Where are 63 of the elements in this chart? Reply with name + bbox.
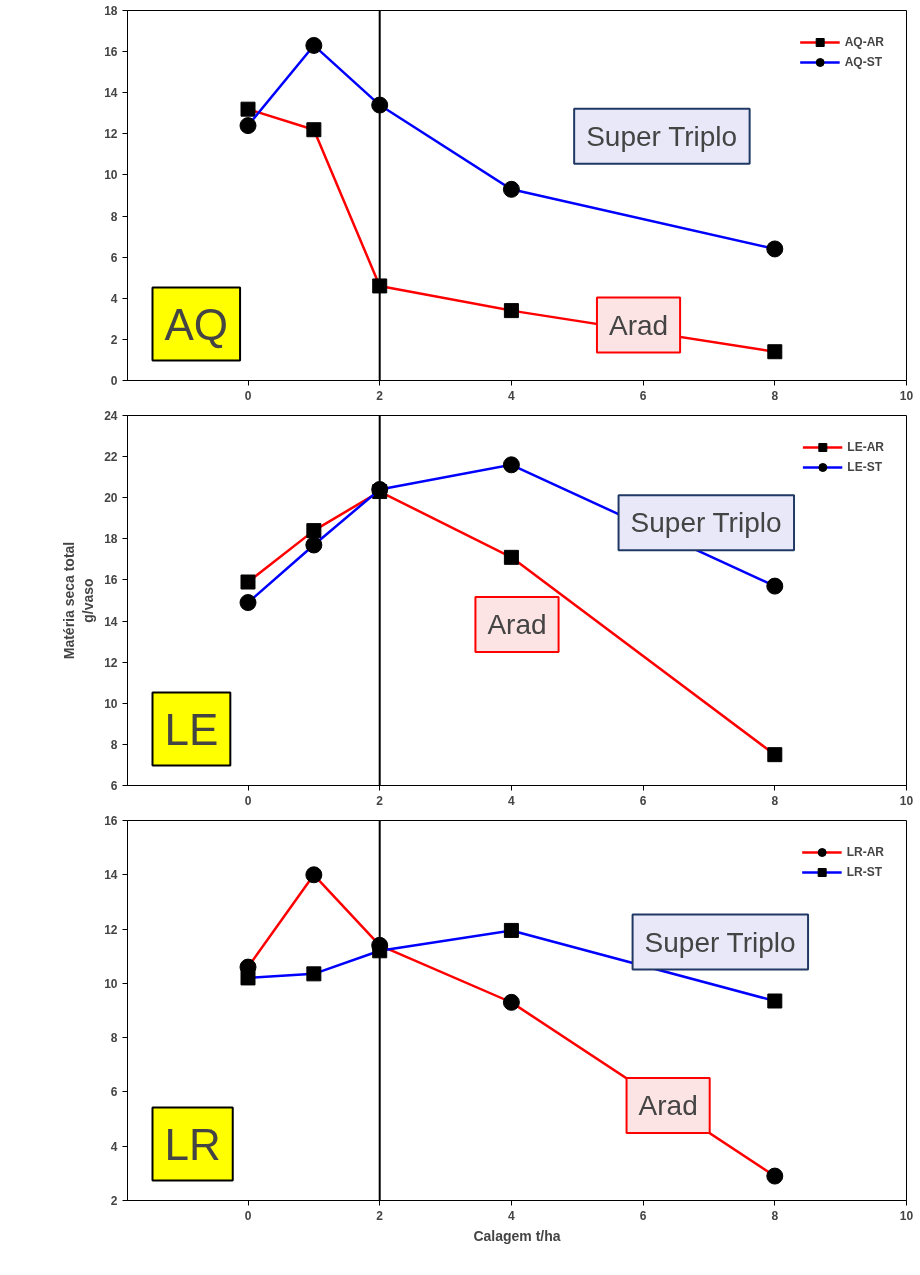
y-tick-label: 6	[110, 779, 118, 793]
annotation: LE	[164, 704, 219, 754]
y-tick-label: 12	[104, 127, 118, 142]
x-tick-label: 2	[376, 1208, 384, 1223]
annotation: Arad	[638, 1090, 698, 1121]
legend-label: LE-ST	[847, 460, 882, 474]
y-tick-label: 12	[104, 922, 118, 937]
y-tick-label: 14	[104, 86, 118, 101]
x-tick-label: 8	[771, 388, 779, 403]
y-tick-label: 2	[110, 332, 118, 347]
annotation: AQ	[164, 299, 229, 349]
y-tick-label: 22	[104, 450, 118, 465]
y-tick-label: 6	[110, 1085, 118, 1100]
y-tick-label: 4	[110, 291, 118, 306]
legend-label: LE-AR	[847, 440, 884, 454]
y-tick-label: 10	[104, 976, 118, 991]
x-tick-label: 0	[244, 388, 252, 403]
annotation: Arad	[487, 609, 547, 641]
x-tick-label: 4	[508, 1208, 516, 1223]
y-tick-label: 16	[104, 814, 118, 828]
y-tick-label: 10	[104, 696, 118, 711]
x-tick-label: 10	[899, 388, 914, 403]
y-axis-title: Matéria seca total g/vaso	[60, 541, 97, 660]
x-tick-label: 10	[899, 793, 914, 808]
y-tick-label: 16	[104, 573, 118, 588]
legend-label: LR-ST	[846, 865, 882, 879]
y-tick-label: 14	[104, 868, 118, 883]
annotation: Super Triplo	[630, 507, 782, 539]
y-tick-label: 0	[110, 374, 118, 388]
y-tick-label: 14	[104, 614, 118, 629]
y-tick-label: 12	[104, 655, 118, 670]
x-tick-label: 8	[771, 1208, 779, 1223]
x-tick-label: 6	[639, 1208, 647, 1223]
y-tick-label: 24	[104, 409, 118, 423]
annotation: Arad	[608, 309, 669, 341]
y-tick-label: 6	[110, 250, 118, 265]
y-tick-label: 18	[104, 4, 118, 18]
y-tick-label: 10	[104, 168, 118, 183]
y-tick-label: 8	[110, 737, 118, 752]
x-tick-label: 2	[376, 388, 384, 403]
x-tick-label: 0	[244, 1208, 252, 1223]
y-tick-label: 2	[110, 1194, 118, 1208]
y-tick-label: 16	[104, 45, 118, 60]
y-tick-label: 18	[104, 532, 118, 547]
y-tick-label: 4	[110, 1139, 118, 1154]
y-tick-label: 8	[110, 209, 118, 224]
legend-label: AQ-AR	[844, 35, 884, 49]
x-tick-label: 10	[899, 1208, 914, 1223]
x-tick-label: 8	[771, 793, 779, 808]
x-tick-label: 6	[639, 793, 647, 808]
y-tick-label: 8	[110, 1031, 118, 1046]
x-axis-title: Calagem t/ha	[473, 1227, 561, 1244]
x-tick-label: 4	[508, 388, 516, 403]
x-tick-label: 4	[508, 793, 516, 808]
x-tick-label: 0	[244, 793, 252, 808]
x-tick-label: 2	[376, 793, 384, 808]
x-tick-label: 6	[639, 388, 647, 403]
annotation: Super Triplo	[586, 120, 738, 152]
y-tick-label: 20	[104, 491, 118, 506]
legend-label: LR-AR	[846, 845, 884, 859]
annotation: Super Triplo	[644, 926, 796, 958]
legend-label: AQ-ST	[844, 55, 883, 69]
annotation: LR	[164, 1119, 221, 1169]
